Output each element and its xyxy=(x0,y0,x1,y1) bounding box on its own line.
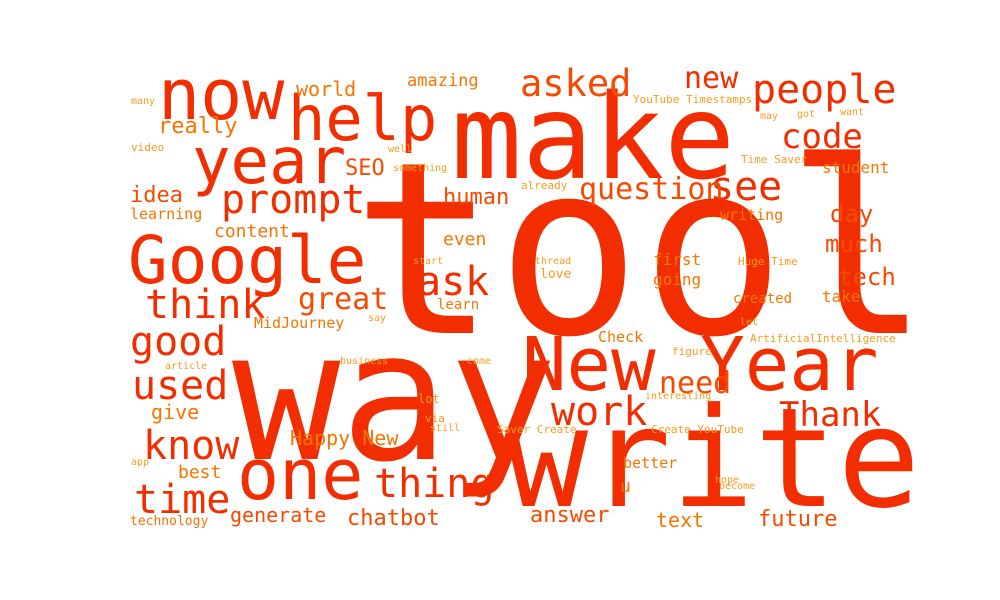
word-time: time xyxy=(134,477,231,523)
word-start: start xyxy=(413,256,444,267)
word-article: article xyxy=(165,361,208,372)
word-best: best xyxy=(178,462,222,483)
word-asked: asked xyxy=(520,62,632,105)
word-saver-create: Saver Create xyxy=(497,423,577,436)
word-tech: tech xyxy=(838,263,896,291)
word-well: well xyxy=(388,144,413,155)
word-need: need xyxy=(659,366,732,401)
word-future: future xyxy=(758,507,838,532)
word-already: already xyxy=(521,179,568,192)
word-business: business xyxy=(340,356,389,367)
word-huge-time: Huge Time xyxy=(738,255,798,268)
word-new-year: New Year xyxy=(522,322,879,408)
word-think: think xyxy=(145,282,266,328)
word-content: content xyxy=(214,221,290,242)
word-student: student xyxy=(822,158,890,177)
word-good: good xyxy=(130,319,227,365)
word-u: u xyxy=(620,476,631,497)
word-write: write xyxy=(505,378,921,539)
word-amazing: amazing xyxy=(407,71,479,91)
word-make: make xyxy=(451,68,736,206)
word-tool: tool xyxy=(352,110,930,390)
word-even: even xyxy=(443,229,487,250)
word-hope: hope xyxy=(715,475,740,486)
word-used: used xyxy=(132,363,229,409)
word-going: going xyxy=(653,270,702,289)
word-people: people xyxy=(752,67,897,113)
word-thing: thing xyxy=(374,461,495,507)
word-created: created xyxy=(733,291,793,307)
word-much: much xyxy=(825,230,883,258)
word-google: Google xyxy=(128,222,367,299)
word-human: human xyxy=(443,185,510,210)
word-lot: lot xyxy=(418,392,440,406)
word-one: one xyxy=(237,434,364,516)
word-say: say xyxy=(368,313,387,324)
word-work: work xyxy=(551,389,648,435)
word-love: love xyxy=(540,267,572,282)
word-great: great xyxy=(298,282,389,317)
word-know: know xyxy=(143,423,240,469)
word-come: come xyxy=(467,356,492,367)
word-question: question xyxy=(579,172,724,207)
word-got: got xyxy=(797,109,816,120)
word-something: something xyxy=(393,163,448,174)
word-give: give xyxy=(151,400,200,424)
word-video: video xyxy=(131,141,165,154)
word-learn: learn xyxy=(437,297,480,313)
word-interesting: interesting xyxy=(645,391,712,402)
word-idea: idea xyxy=(130,183,183,208)
word-now: now xyxy=(158,54,285,136)
word-day: day xyxy=(830,200,874,228)
word-really: really xyxy=(158,114,238,139)
word-help: help xyxy=(288,82,438,155)
word-app: app xyxy=(131,457,150,468)
word-year: year xyxy=(192,125,347,199)
word-better: better xyxy=(623,454,678,472)
word-want: want xyxy=(840,107,865,118)
word-writing: writing xyxy=(720,206,784,224)
word-let: let xyxy=(740,317,759,328)
word-many: many xyxy=(131,96,156,107)
word-new: new xyxy=(684,61,739,96)
word-via: via xyxy=(425,412,445,425)
word-still: still xyxy=(430,423,461,434)
word-code: code xyxy=(781,117,863,157)
word-time-saver: Time Saver xyxy=(741,153,808,166)
word-figure: figure xyxy=(672,345,712,358)
word-create-youtube: Create YouTube xyxy=(651,423,744,436)
word-generate: generate xyxy=(230,503,327,527)
word-chatbot: chatbot xyxy=(347,506,440,531)
word-thank: Thank xyxy=(779,395,882,435)
word-prompt: prompt xyxy=(221,177,366,223)
word-learning: learning xyxy=(130,205,203,223)
word-check: Check xyxy=(598,328,644,346)
word-ask: ask xyxy=(417,259,490,305)
word-world: world xyxy=(296,77,357,101)
word-answer: answer xyxy=(530,503,610,528)
word-way: way xyxy=(232,293,558,502)
word-technology: technology xyxy=(130,514,209,529)
word-may: may xyxy=(760,111,779,122)
word-thread: thread xyxy=(535,256,572,267)
word-become: become xyxy=(719,481,756,492)
word-artificialintelligence: ArtificialIntelligence xyxy=(750,332,896,345)
word-seo: SEO xyxy=(345,156,385,181)
word-youtube-timestamps: YouTube Timestamps xyxy=(633,93,753,106)
word-first: first xyxy=(653,250,702,269)
word-take: take xyxy=(822,287,861,306)
word-see: see xyxy=(710,164,783,210)
word-happy-new: Happy New xyxy=(290,426,399,450)
word-midjourney: MidJourney xyxy=(254,314,345,332)
word-text: text xyxy=(656,508,705,532)
